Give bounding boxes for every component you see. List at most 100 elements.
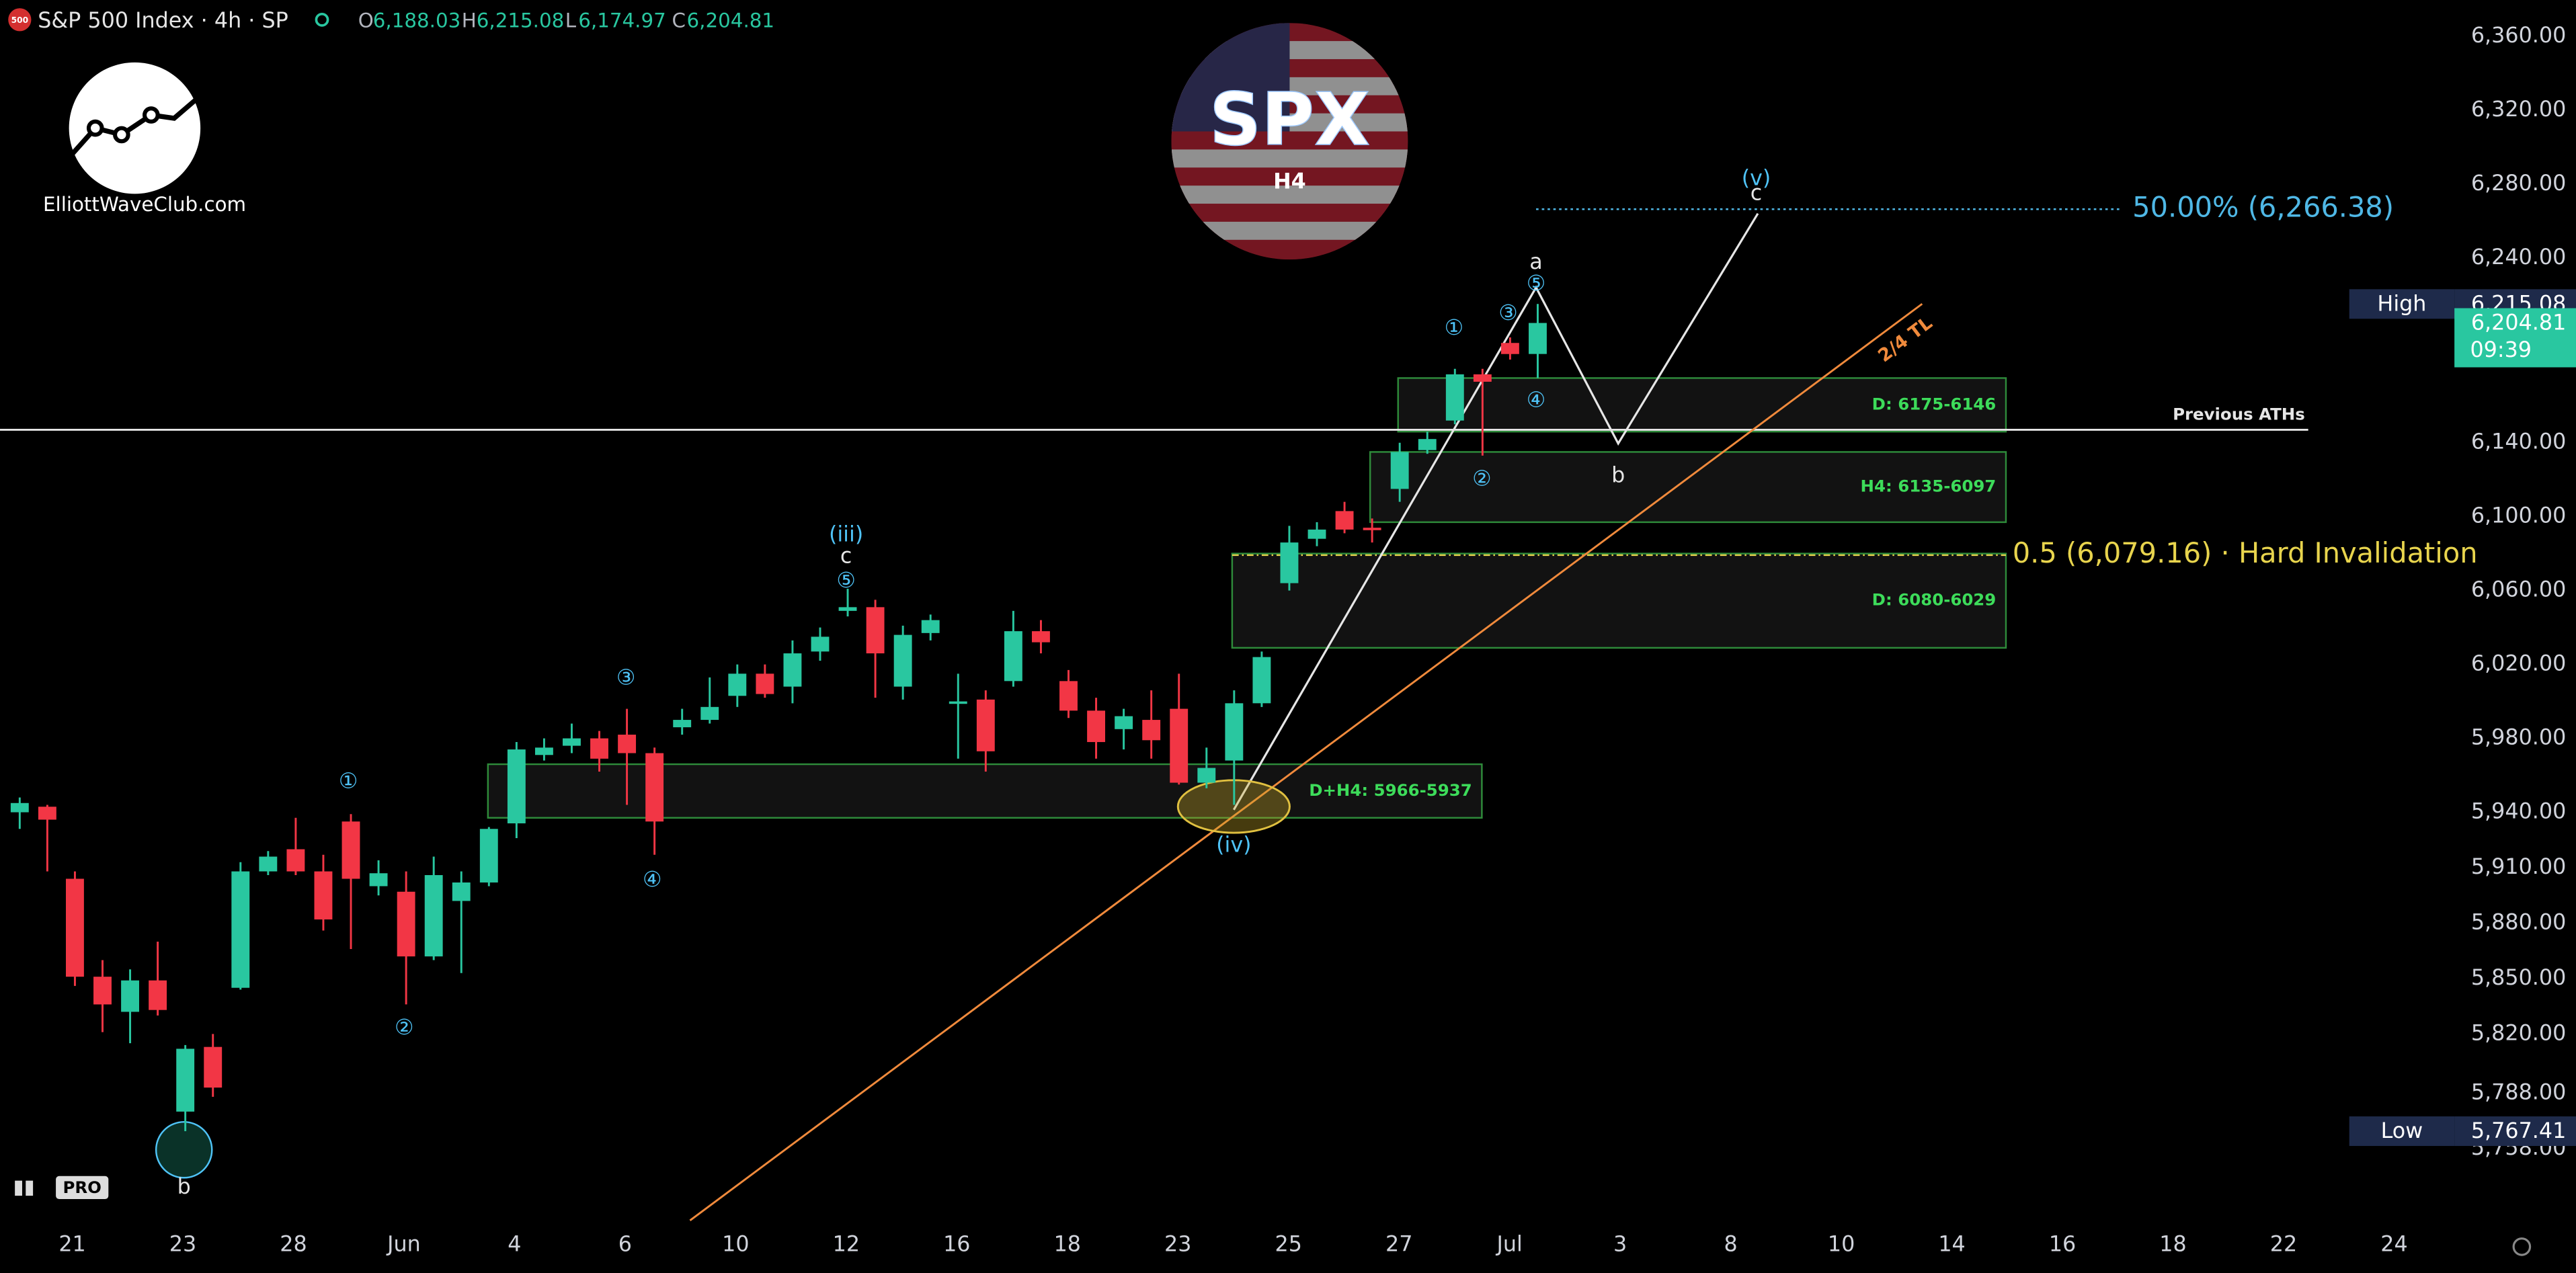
y-tick-label: 6,240.00 [2471, 245, 2566, 270]
wave-path [1232, 212, 1759, 811]
zones: D: 6175-6146 H4: 6135-6097 D: 6080-6029 D+H… [487, 377, 2007, 819]
candle-body [479, 829, 498, 882]
x-tick-label: 25 [1275, 1232, 1302, 1256]
y-tick-label: 5,910.00 [2471, 855, 2566, 879]
candle-body [314, 871, 333, 919]
candle-body [811, 636, 830, 652]
platform-badge-text: PRO [63, 1178, 101, 1197]
candle-body [1170, 708, 1189, 783]
candle-body [1390, 452, 1409, 489]
wave-label: (iii) [829, 523, 863, 547]
price-tag-value: 6,204.81 [2471, 311, 2566, 335]
ohlc-value: 6,174.97 [578, 9, 666, 32]
candle-body [341, 821, 360, 879]
wave-label: ⑤ [836, 569, 855, 593]
levels: Previous ATHs 50.00% (6,266.38) 0.5 (6,079… [0, 190, 2478, 569]
candle-body [728, 673, 747, 696]
candle-body [1335, 511, 1354, 530]
y-tick-label: 6,140.00 [2471, 430, 2566, 454]
x-tick-label: 18 [1054, 1232, 1081, 1256]
ohlc-label: H [462, 9, 477, 32]
candle-body [700, 706, 719, 721]
site-logo-dot [113, 126, 130, 144]
ticker: SPX [1209, 78, 1370, 162]
wave-label: ③ [616, 665, 635, 690]
wave-label: ② [395, 1016, 413, 1040]
candle-body [93, 977, 112, 1005]
candle-body [1115, 716, 1133, 729]
highlight-circle [155, 1120, 213, 1179]
candle-body [452, 882, 471, 901]
wave-label: ④ [643, 868, 661, 892]
candle-body [10, 803, 29, 813]
x-tick-label: 22 [2270, 1232, 2297, 1256]
x-tick-label: 4 [508, 1232, 521, 1256]
candle-body [866, 607, 885, 654]
x-tick-label: 8 [1724, 1232, 1738, 1256]
x-tick-label: 10 [722, 1232, 749, 1256]
wave-label: (iv) [1216, 833, 1251, 858]
candle-body [1004, 631, 1022, 682]
settings-icon[interactable] [2512, 1237, 2532, 1256]
candle-body [1059, 681, 1078, 711]
x-tick-label: 16 [2049, 1232, 2076, 1256]
trend-line [689, 302, 1923, 1221]
y-tick-label: 5,940.00 [2471, 800, 2566, 824]
candle-body [921, 620, 940, 633]
x-tick-label: 23 [169, 1232, 196, 1256]
x-tick-label: 23 [1164, 1232, 1191, 1256]
zone [1397, 377, 2007, 433]
ohlc-value: 6,204.81 [687, 9, 775, 32]
candle-body [204, 1046, 223, 1088]
candle-body [176, 1049, 195, 1112]
candle-body [1418, 439, 1437, 450]
candle-body [645, 753, 664, 822]
candle-body [286, 849, 305, 872]
candle-body [783, 653, 802, 687]
platform-badge [56, 1176, 109, 1200]
axes: 6,360.00 6,320.00 6,280.00 6,240.00 6,140.00… [58, 24, 2566, 1257]
zone-label: D: 6175-6146 [1872, 394, 1997, 413]
candle-body [618, 735, 637, 753]
y-tick-label: 6,060.00 [2471, 578, 2566, 602]
x-tick-label: 12 [833, 1232, 860, 1256]
wave-label: a [1529, 250, 1542, 274]
candle-body [563, 738, 581, 746]
candle-body [1142, 720, 1161, 741]
y-tick-label: 6,280.00 [2471, 171, 2566, 196]
symbol-badge [8, 8, 32, 32]
wave-label: ① [1445, 316, 1463, 340]
x-tick-label: 27 [1385, 1232, 1412, 1256]
y-tick-label: 6,320.00 [2471, 97, 2566, 122]
candle-body [66, 878, 84, 977]
candle-body [1363, 528, 1381, 530]
candle-body [1500, 343, 1519, 354]
candle-body [893, 634, 912, 687]
price-tag-name-box [2349, 289, 2455, 319]
price-tag-name-box [2349, 1116, 2455, 1146]
x-tick-label: 24 [2380, 1232, 2407, 1256]
site-logo-dot [143, 106, 160, 124]
wave-label: b [177, 1175, 191, 1199]
candle-body [397, 891, 415, 956]
wave-label: c [1750, 181, 1762, 205]
candle-body [259, 856, 278, 872]
x-tick-label: 28 [280, 1232, 307, 1256]
candles [10, 304, 1547, 1131]
status-dot [315, 12, 329, 27]
wave-label: ① [339, 769, 358, 793]
zone [1231, 552, 2007, 649]
x-tick-label: 21 [58, 1232, 85, 1256]
x-tick-label: 18 [2159, 1232, 2186, 1256]
y-tick-label: 5,850.00 [2471, 966, 2566, 990]
candle-body [590, 738, 608, 759]
wave-label: ④ [1527, 388, 1545, 412]
candle-body [1087, 710, 1105, 743]
y-tick-label: 6,360.00 [2471, 24, 2566, 48]
zone-label: H4: 6135-6097 [1861, 477, 1997, 496]
y-tick-label: 5,820.00 [2471, 1021, 2566, 1045]
candle-body [1032, 631, 1050, 643]
candle-body [838, 607, 857, 611]
